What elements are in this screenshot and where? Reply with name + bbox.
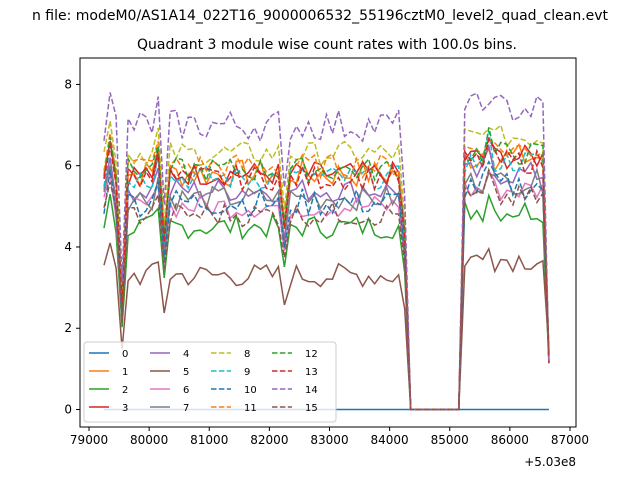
x-tick-label: 83000: [310, 433, 348, 447]
x-tick-label: 82000: [250, 433, 288, 447]
series-line-7: [103, 165, 550, 411]
legend-label-13: 13: [305, 367, 318, 378]
legend-label-5: 5: [183, 367, 189, 378]
legend-label-9: 9: [244, 367, 250, 378]
legend-box: [83, 341, 337, 423]
series-line-8: [103, 120, 550, 411]
x-tick-label: 80000: [130, 433, 168, 447]
x-tick-label: 79000: [70, 433, 108, 447]
legend-label-2: 2: [122, 385, 128, 396]
legend-label-4: 4: [183, 349, 189, 360]
legend-label-6: 6: [183, 385, 189, 396]
y-tick-label: 2: [64, 321, 72, 335]
x-offset-label: +5.03e8: [524, 455, 576, 469]
x-tick-label: 85000: [431, 433, 469, 447]
legend-label-14: 14: [305, 385, 318, 396]
series-line-10: [103, 160, 550, 411]
series-line-15: [103, 167, 550, 411]
legend-label-8: 8: [244, 349, 250, 360]
legend-label-10: 10: [244, 385, 257, 396]
series-line-5: [103, 242, 550, 411]
legend-label-7: 7: [183, 403, 189, 414]
legend-label-1: 1: [122, 367, 128, 378]
series-line-11: [103, 133, 550, 411]
series-line-12: [103, 127, 550, 411]
x-tick-label: 86000: [491, 433, 529, 447]
y-tick-label: 8: [64, 77, 72, 91]
y-tick-label: 0: [64, 403, 72, 417]
legend-label-0: 0: [122, 349, 128, 360]
y-tick-label: 6: [64, 159, 72, 173]
legend-label-15: 15: [305, 403, 318, 414]
plot-area: [103, 92, 550, 411]
figure-suptitle: n file: modeM0/AS1A14_022T16_9000006532_…: [32, 8, 609, 24]
y-tick-label: 4: [64, 240, 72, 254]
series-line-14: [103, 92, 550, 411]
axes-frame: [79, 57, 577, 428]
x-tick-label: 87000: [551, 433, 589, 447]
chart-title: Quadrant 3 module wise count rates with …: [137, 37, 517, 53]
legend-label-11: 11: [244, 403, 257, 414]
y-axis: 0 2 4 6 8: [64, 77, 80, 417]
x-tick-label: 84000: [371, 433, 409, 447]
legend-label-3: 3: [122, 403, 128, 414]
legend-label-12: 12: [305, 349, 318, 360]
x-tick-label: 81000: [190, 433, 228, 447]
series-line-13: [103, 136, 550, 411]
x-axis: 79000 80000 81000 82000 83000 84000 85000 86000…: [70, 427, 589, 447]
